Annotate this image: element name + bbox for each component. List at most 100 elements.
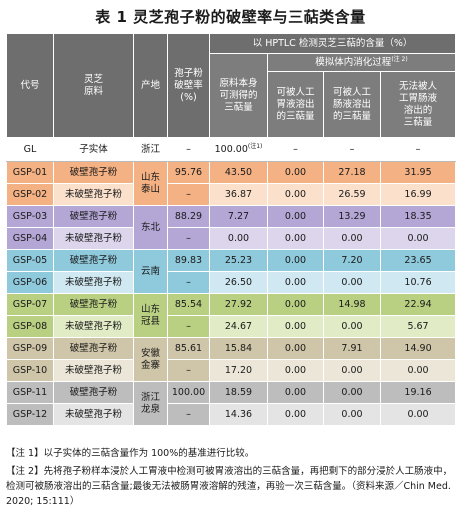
cell-undissolved: 10.76 xyxy=(379,271,457,294)
cell-rate: 100.00 xyxy=(167,381,210,404)
table-row: GSP-01 破壁孢子粉 山东 泰山 95.76 43.50 0.00 27.18 31.95 xyxy=(6,161,457,206)
cell-gastric: 0.00 xyxy=(267,183,324,206)
cell-origin: 山东 泰山 xyxy=(133,161,168,206)
note-2: 【注 2】先将孢子粉样本浸於人工胃液中检测可被胃液溶出的三萜含量，再把剩下的部分… xyxy=(6,466,453,507)
cell-material: 破壁孢子粉 xyxy=(53,249,134,272)
cell-code: GSP-08 xyxy=(6,315,54,338)
cell-origin: 安徽 金寨 xyxy=(133,337,168,382)
cell-material: 未破壁孢子粉 xyxy=(53,271,134,294)
cell-material: 未破壁孢子粉 xyxy=(53,227,134,250)
cell-intestinal: 13.29 xyxy=(323,205,381,228)
cell-intestinal: 0.00 xyxy=(323,359,381,382)
cell-measurable: 25.23 xyxy=(209,249,268,272)
cell-gastric: 0.00 xyxy=(267,205,324,228)
cell-material: 破壁孢子粉 xyxy=(53,337,134,360)
cell-undissolved: 31.95 xyxy=(379,161,457,184)
cell-rate: 85.61 xyxy=(167,337,210,360)
cell-code: GSP-03 xyxy=(6,205,54,228)
cell-intestinal: 0.00 xyxy=(323,403,381,426)
header-intestinal: 可被人工 肠液溶出 的三萜量 xyxy=(323,71,381,138)
cell-measurable: 14.36 xyxy=(209,403,268,426)
cell-origin: 云南 xyxy=(133,249,168,294)
cell-undissolved: 0.00 xyxy=(379,359,457,382)
cell-code: GSP-07 xyxy=(6,293,54,316)
header-material-label: 灵芝 原料 xyxy=(83,73,103,97)
header-measurable: 原料本身 可测得的 三萜量 xyxy=(209,53,268,138)
cell-code: GL xyxy=(6,137,54,162)
cell-gastric: 0.00 xyxy=(267,293,324,316)
header-undissolved: 无法被人 工胃肠液 溶出的 三萜量 xyxy=(379,71,457,138)
cell-material: 未破壁孢子粉 xyxy=(53,315,134,338)
cell-measurable: 0.00 xyxy=(209,227,268,250)
cell-intestinal: – xyxy=(323,137,381,162)
cell-measurable: 15.84 xyxy=(209,337,268,360)
header-origin: 产地 xyxy=(133,33,168,138)
cell-material: 子实体 xyxy=(53,137,134,162)
cell-intestinal: 0.00 xyxy=(323,227,381,250)
cell-undissolved: 0.00 xyxy=(379,227,457,250)
cell-origin: 浙江 龙泉 xyxy=(133,381,168,426)
cell-undissolved: 22.94 xyxy=(379,293,457,316)
table-row-gl: GL 子实体 浙江 – 100.00(注1) – – – xyxy=(6,137,457,162)
header-digestion-sup: (注 2) xyxy=(391,55,408,63)
cell-origin: 浙江 xyxy=(133,137,168,162)
table-row: GSP-07 破壁孢子粉 山东 冠县 85.54 27.92 0.00 14.98 22.94 xyxy=(6,293,457,338)
cell-measurable: 100.00(注1) xyxy=(209,137,268,162)
table-title: 表 1 灵芝孢子粉的破壁率与三萜类含量 xyxy=(95,8,366,26)
cell-measurable: 18.59 xyxy=(209,381,268,404)
cell-undissolved: 16.99 xyxy=(379,183,457,206)
cell-gastric: 0.00 xyxy=(267,403,324,426)
data-rows: GSP-01 破壁孢子粉 山东 泰山 95.76 43.50 0.00 27.18 31.95… xyxy=(6,161,457,426)
cell-code: GSP-06 xyxy=(6,271,54,294)
cell-rate: – xyxy=(167,137,210,162)
header-gastric-label: 可被人工 胃液溶出 的三萜量 xyxy=(276,86,315,122)
cell-measurable: 7.27 xyxy=(209,205,268,228)
cell-intestinal: 14.98 xyxy=(323,293,381,316)
cell-code: GSP-12 xyxy=(6,403,54,426)
cell-undissolved: 14.90 xyxy=(379,337,457,360)
cell-material: 未破壁孢子粉 xyxy=(53,403,134,426)
cell-undissolved: 23.65 xyxy=(379,249,457,272)
header-digestion-label: 模拟体内消化过程 xyxy=(315,56,392,68)
cell-gastric: 0.00 xyxy=(267,381,324,404)
cell-rate: – xyxy=(167,227,210,250)
cell-measurable: 26.50 xyxy=(209,271,268,294)
cell-undissolved: – xyxy=(379,137,457,162)
cell-undissolved: 0.00 xyxy=(379,403,457,426)
cell-rate: 85.54 xyxy=(167,293,210,316)
cell-measurable: 17.20 xyxy=(209,359,268,382)
cell-material: 未破壁孢子粉 xyxy=(53,359,134,382)
cell-material: 破壁孢子粉 xyxy=(53,161,134,184)
table-row: GSP-04 未破壁孢子粉 –0.00 0.00 0.00 0.00 xyxy=(6,227,457,250)
cell-rate: 89.83 xyxy=(167,249,210,272)
header-hptlc: 以 HPTLC 检测灵芝三萜的含量（%） xyxy=(208,33,457,54)
note-1: 【注 1】以子实体的三萜含量作为 100%的基准进行比较。 xyxy=(6,448,255,459)
table-row: GSP-12 未破壁孢子粉 –14.36 0.00 0.00 0.00 xyxy=(6,403,457,426)
cell-code: GSP-02 xyxy=(6,183,54,206)
cell-intestinal: 26.59 xyxy=(323,183,381,206)
cell-rate: – xyxy=(167,359,210,382)
table-row: GSP-05 破壁孢子粉 云南 89.83 25.23 0.00 7.20 23.65 xyxy=(6,249,457,294)
cell-gastric: 0.00 xyxy=(267,271,324,294)
cell-intestinal: 7.91 xyxy=(323,337,381,360)
cell-undissolved: 18.35 xyxy=(379,205,457,228)
cell-material: 破壁孢子粉 xyxy=(53,381,134,404)
cell-undissolved: 5.67 xyxy=(379,315,457,338)
table-row: GSP-10 未破壁孢子粉 –17.20 0.00 0.00 0.00 xyxy=(6,359,457,382)
cell-material: 破壁孢子粉 xyxy=(53,205,134,228)
cell-gastric: 0.00 xyxy=(267,227,324,250)
cell-intestinal: 0.00 xyxy=(323,271,381,294)
cell-code: GSP-10 xyxy=(6,359,54,382)
cell-code: GSP-11 xyxy=(6,381,54,404)
cell-gastric: 0.00 xyxy=(267,161,324,184)
cell-origin: 东北 xyxy=(133,205,168,250)
cell-rate: – xyxy=(167,403,210,426)
header-rate-label: 孢子粉 破壁率 (%) xyxy=(174,67,203,103)
header-digestion: 模拟体内消化过程(注 2) xyxy=(266,53,457,72)
header-measurable-label: 原料本身 可测得的 三萜量 xyxy=(219,77,258,113)
table-row: GSP-06 未破壁孢子粉 –26.50 0.00 0.00 10.76 xyxy=(6,271,457,294)
cell-rate: – xyxy=(167,315,210,338)
cell-intestinal: 0.00 xyxy=(323,381,381,404)
cell-code: GSP-01 xyxy=(6,161,54,184)
cell-measurable-value: 100.00 xyxy=(214,143,248,155)
